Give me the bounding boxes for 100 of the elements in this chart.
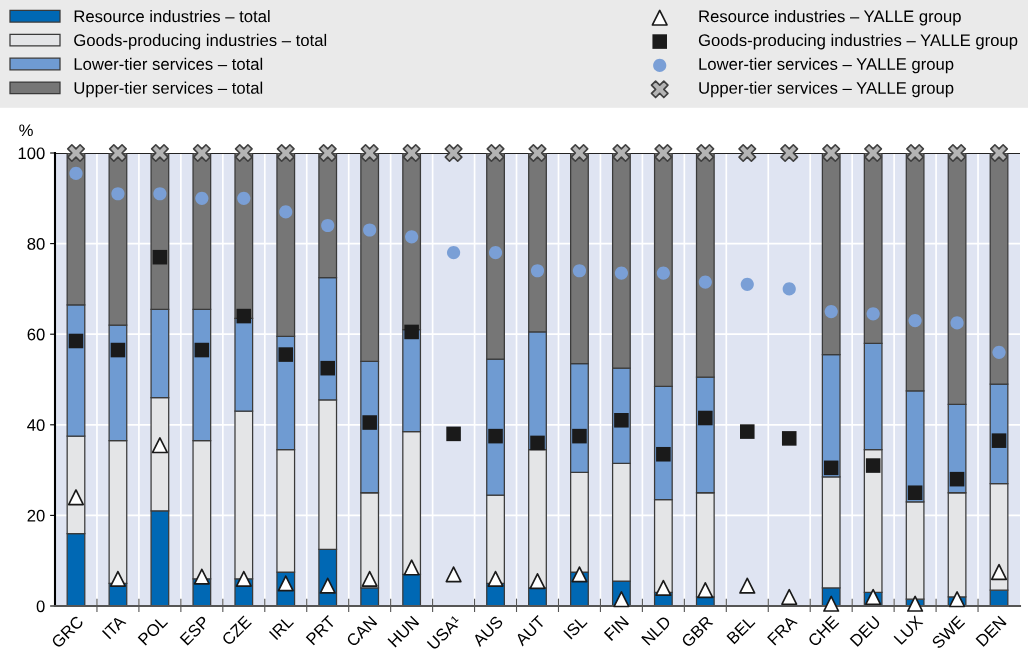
y-tick-label: 100 xyxy=(18,147,45,160)
x-tick-label: POL xyxy=(137,615,169,646)
point xyxy=(487,570,504,587)
y-tick-label: 20 xyxy=(27,509,45,522)
point xyxy=(739,577,756,594)
y-tick-label: 80 xyxy=(27,238,45,250)
point xyxy=(570,143,589,163)
point xyxy=(318,143,337,163)
x-tick-label: IRL xyxy=(268,615,294,641)
y-tick-label: 60 xyxy=(27,328,45,341)
point xyxy=(194,342,210,358)
y-tick-label: 0 xyxy=(36,600,45,613)
point xyxy=(738,143,757,163)
point xyxy=(656,266,670,280)
point xyxy=(68,333,84,349)
point xyxy=(361,570,378,587)
point xyxy=(614,266,628,280)
point xyxy=(906,595,924,612)
point xyxy=(781,431,797,446)
point xyxy=(151,437,169,454)
point xyxy=(948,143,967,163)
point xyxy=(696,143,715,163)
point xyxy=(990,563,1008,581)
point xyxy=(363,223,377,237)
point xyxy=(614,412,629,428)
point xyxy=(740,277,754,291)
point xyxy=(572,428,587,444)
y-axis-title: % xyxy=(19,124,33,137)
point xyxy=(66,143,86,163)
legend-label: Resource industries – total xyxy=(74,10,270,23)
x-tick-label: ISL xyxy=(563,615,588,640)
point xyxy=(950,316,964,330)
point xyxy=(279,205,293,219)
point xyxy=(864,143,883,163)
point xyxy=(109,570,127,587)
point xyxy=(150,143,169,163)
point xyxy=(823,595,840,612)
point xyxy=(444,143,463,163)
point xyxy=(446,426,461,442)
point xyxy=(698,275,712,289)
point xyxy=(572,264,587,278)
x-tick-label: ITA xyxy=(101,614,127,640)
point xyxy=(529,572,546,590)
point xyxy=(235,570,252,587)
y-tick-label: 40 xyxy=(27,419,45,431)
point xyxy=(612,143,631,163)
point xyxy=(780,143,799,163)
point xyxy=(192,143,211,163)
point xyxy=(403,559,420,576)
point xyxy=(447,246,461,260)
point xyxy=(193,568,210,585)
point xyxy=(949,471,965,487)
legend-label: Lower-tier services – YALLE group xyxy=(699,57,954,74)
point xyxy=(320,360,335,376)
point xyxy=(991,433,1007,448)
point xyxy=(234,143,253,163)
point xyxy=(740,424,755,439)
point xyxy=(866,307,880,321)
legend-label: Lower-tier services – total xyxy=(74,57,263,70)
point xyxy=(402,143,421,163)
point xyxy=(865,458,881,473)
point xyxy=(405,230,419,244)
x-tick-label: FRA xyxy=(767,614,798,646)
point xyxy=(528,143,547,163)
point xyxy=(321,218,335,233)
point xyxy=(195,191,209,205)
point xyxy=(530,435,545,451)
point xyxy=(404,324,419,340)
point xyxy=(69,166,83,180)
legend-label: Upper-tier services – total xyxy=(74,81,263,98)
point xyxy=(823,460,839,476)
point xyxy=(571,566,588,583)
legend-label: Upper-tier services – YALLE group xyxy=(699,81,954,98)
legend-label: Resource industries – YALLE group xyxy=(699,10,961,26)
point xyxy=(486,143,505,163)
point xyxy=(278,347,294,362)
legend-label: Goods-producing industries – total xyxy=(74,33,327,50)
point xyxy=(908,314,922,328)
point xyxy=(445,566,462,583)
x-tick-label: FIN xyxy=(603,615,629,641)
point xyxy=(362,415,377,430)
legend-label: Goods-producing industries – YALLE group xyxy=(698,33,1018,50)
point xyxy=(237,191,251,205)
point xyxy=(781,588,798,606)
point xyxy=(319,577,336,594)
point xyxy=(989,143,1009,163)
x-tick-label: BEL xyxy=(726,615,756,645)
point xyxy=(488,246,503,260)
point xyxy=(152,249,168,265)
point xyxy=(111,187,125,201)
point xyxy=(824,304,838,319)
point xyxy=(948,591,966,608)
point xyxy=(488,428,503,444)
point xyxy=(698,410,713,426)
point xyxy=(697,582,714,599)
point xyxy=(236,308,252,324)
point xyxy=(907,485,923,501)
point xyxy=(153,187,167,201)
point xyxy=(360,143,379,163)
point xyxy=(530,264,545,278)
